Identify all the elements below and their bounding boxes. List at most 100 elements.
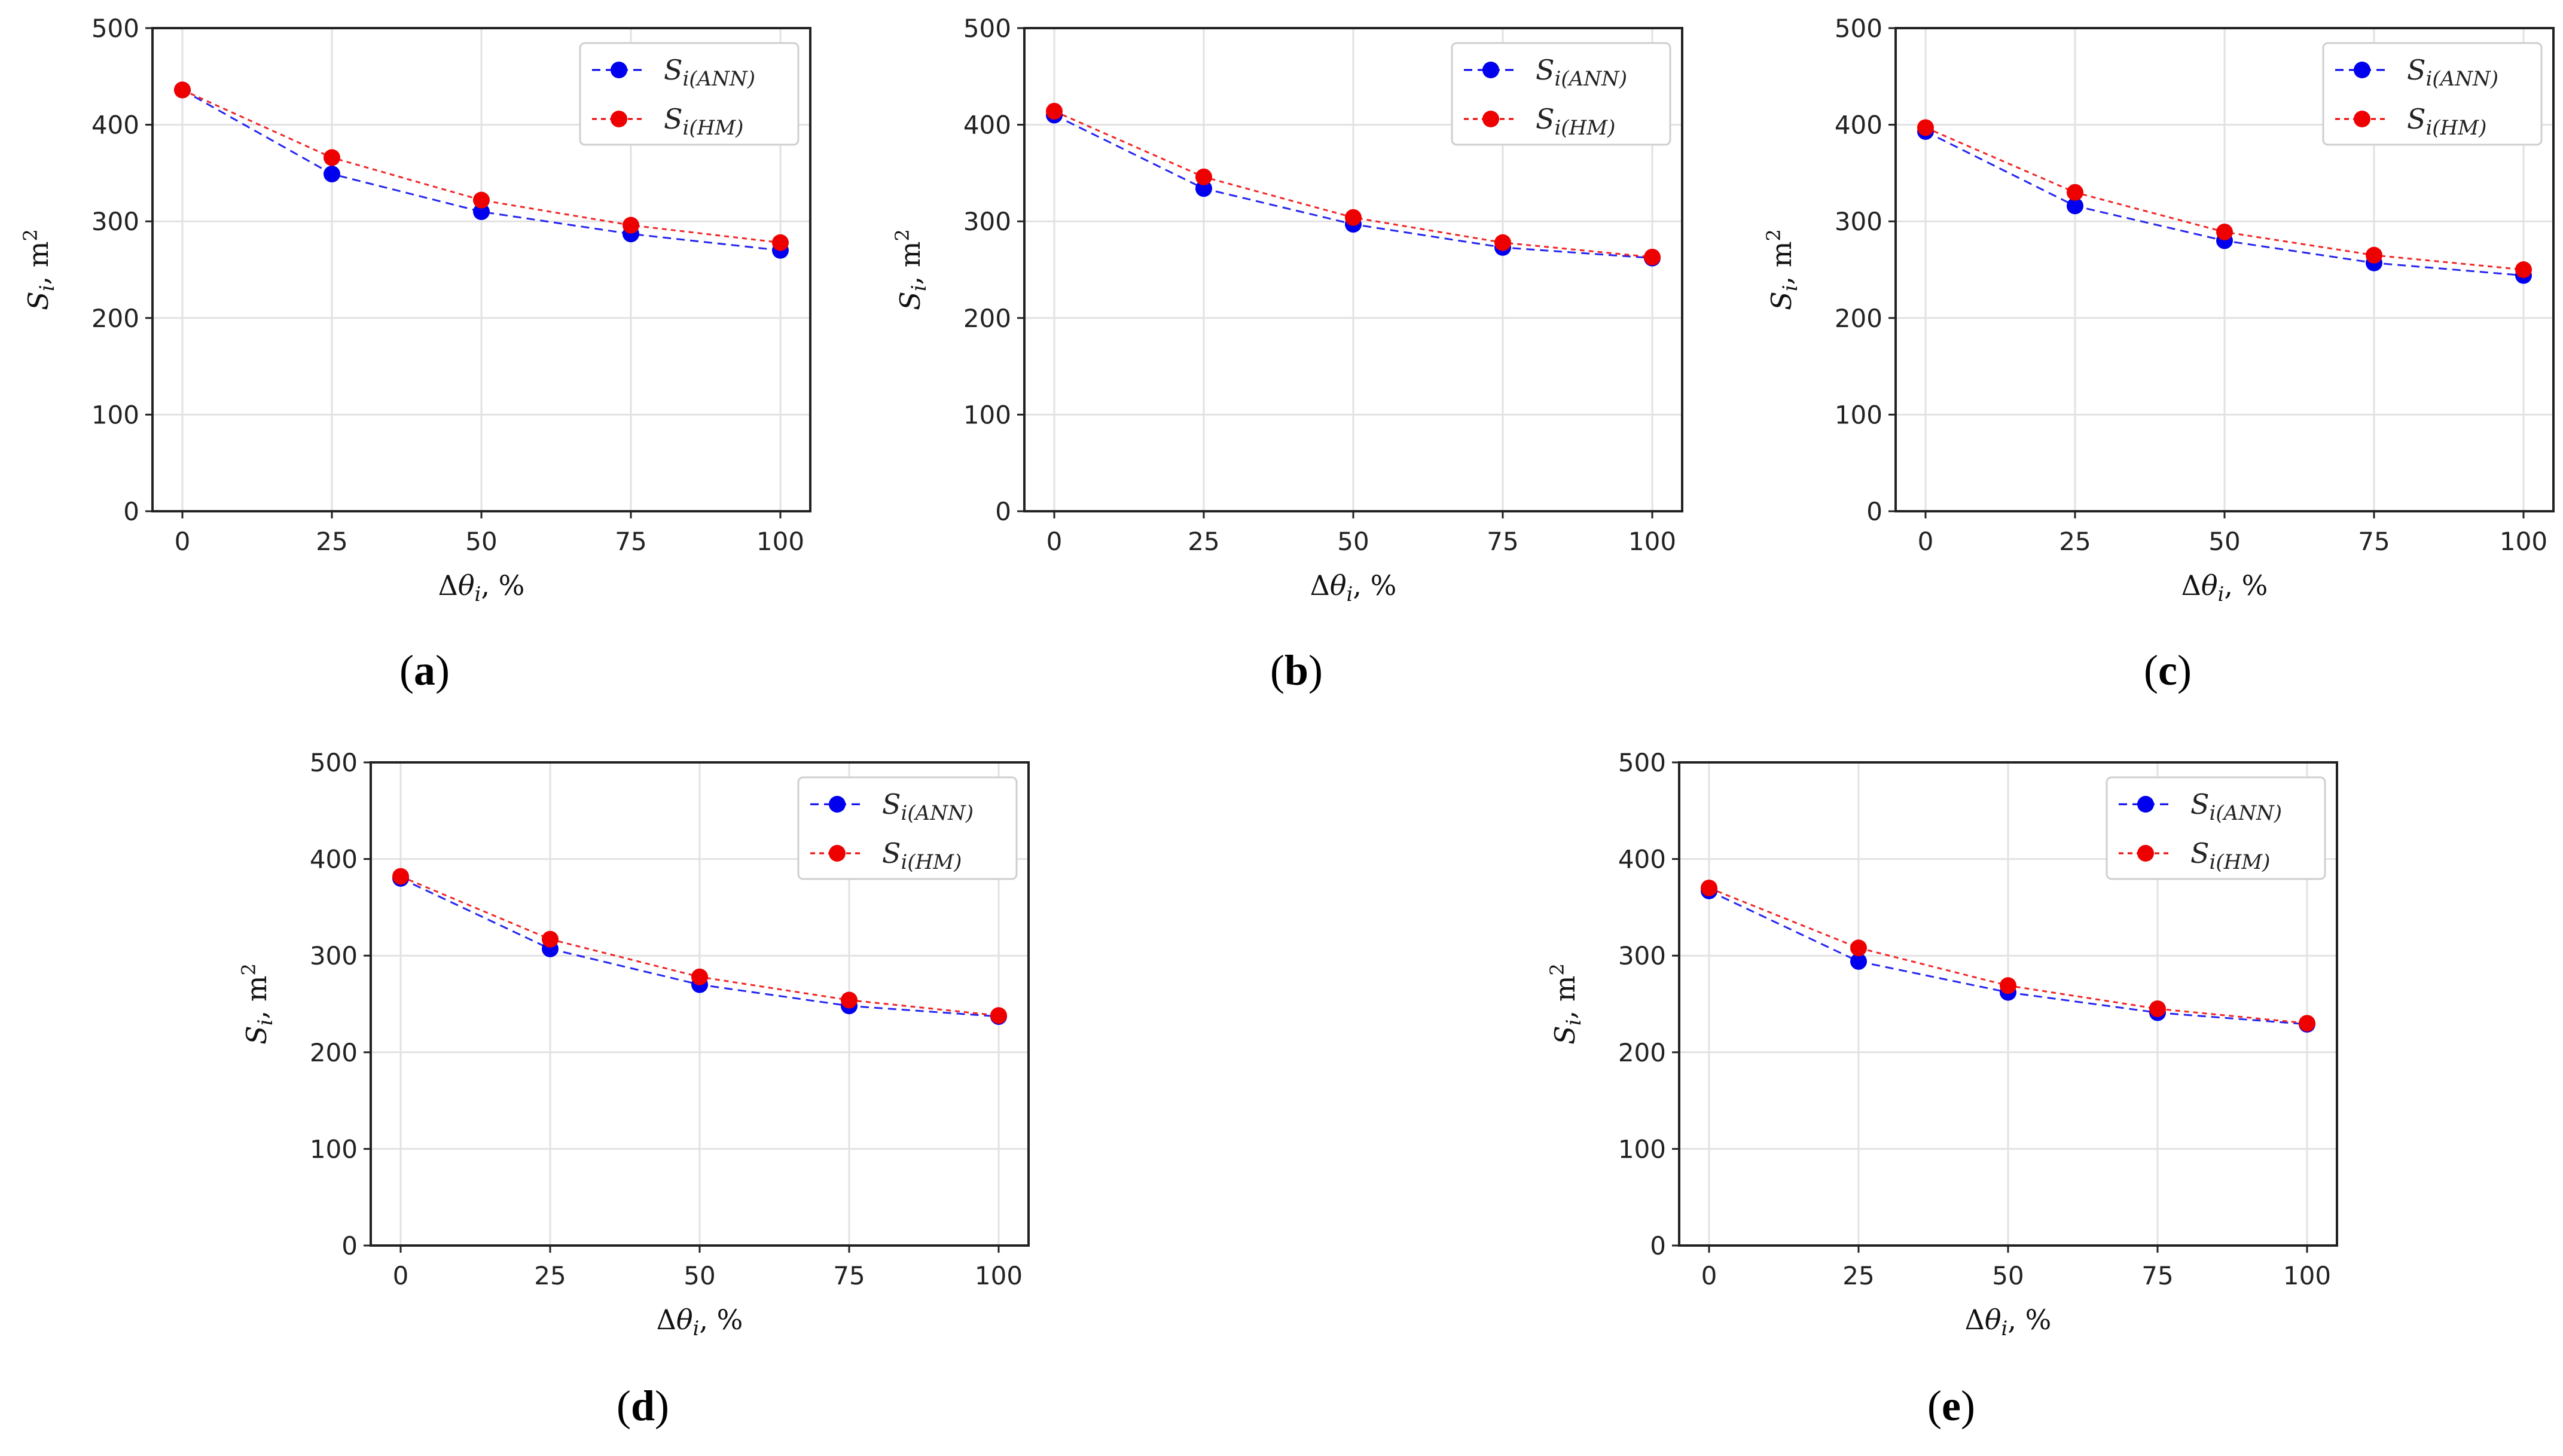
data-point bbox=[2216, 223, 2233, 240]
y-tick-label: 200 bbox=[1835, 304, 1882, 333]
x-tick-label: 0 bbox=[1046, 527, 1063, 556]
data-point bbox=[542, 930, 559, 948]
data-point bbox=[691, 968, 708, 985]
legend-label: Si(HM) bbox=[2407, 103, 2486, 140]
y-tick-label: 300 bbox=[963, 207, 1011, 236]
y-tick-label: 300 bbox=[1835, 207, 1882, 236]
y-tick-label: 0 bbox=[123, 497, 139, 526]
x-tick-label: 50 bbox=[2208, 527, 2240, 556]
y-tick-label: 0 bbox=[1650, 1231, 1666, 1260]
legend-label: Si(HM) bbox=[664, 103, 743, 140]
x-tick-label: 25 bbox=[2059, 527, 2091, 556]
x-tick-label: 75 bbox=[833, 1261, 865, 1290]
data-point bbox=[2067, 197, 2083, 215]
legend-label: Si(HM) bbox=[882, 837, 962, 874]
data-point bbox=[2366, 246, 2382, 264]
y-tick-label: 500 bbox=[963, 14, 1011, 43]
legend-marker bbox=[1482, 111, 1499, 127]
data-point bbox=[772, 234, 789, 251]
y-tick-label: 500 bbox=[310, 748, 358, 777]
legend-label: Si(ANN) bbox=[664, 54, 755, 91]
x-tick-label: 100 bbox=[1628, 527, 1676, 556]
y-tick-label: 100 bbox=[1618, 1134, 1666, 1164]
data-point bbox=[324, 166, 340, 183]
data-point bbox=[1644, 248, 1661, 265]
panel-label: (e) bbox=[1927, 1382, 1975, 1430]
data-point bbox=[1850, 953, 1867, 970]
data-point bbox=[2000, 977, 2016, 994]
legend-marker bbox=[2137, 845, 2154, 862]
y-tick-label: 500 bbox=[1618, 748, 1666, 777]
series-line-i(ANN) bbox=[182, 89, 781, 252]
x-tick-label: 0 bbox=[175, 527, 191, 556]
x-tick-label: 100 bbox=[756, 527, 804, 556]
plot-frame bbox=[1678, 761, 2338, 1247]
data-point bbox=[2067, 184, 2083, 201]
y-tick-label: 300 bbox=[310, 941, 358, 970]
chart-panel-b: 0 100 200 300 400 500 0 25 50 75 100 Δθi, % Si, m2 Si… bbox=[891, 14, 1683, 694]
legend-box bbox=[2322, 42, 2543, 146]
legend-marker bbox=[1482, 62, 1499, 78]
y-tick-label: 100 bbox=[963, 400, 1011, 429]
data-point bbox=[2149, 1000, 2166, 1018]
plot-frame bbox=[151, 27, 811, 512]
plot-frame bbox=[1894, 27, 2555, 512]
x-tick-label: 50 bbox=[684, 1261, 715, 1290]
x-tick-label: 50 bbox=[465, 527, 497, 556]
y-tick-label: 200 bbox=[963, 304, 1011, 333]
chart-panel-c: 0 100 200 300 400 500 0 25 50 75 100 Δθi, % Si, m2 Si… bbox=[1762, 14, 2555, 694]
chart-panel-a: 0 100 200 300 400 500 0 25 50 75 100 Δθi, % Si, m2 Si… bbox=[19, 14, 811, 694]
x-tick-label: 100 bbox=[2283, 1261, 2331, 1290]
y-tick-label: 200 bbox=[1618, 1038, 1666, 1067]
legend-marker bbox=[829, 796, 846, 813]
y-tick-label: 0 bbox=[341, 1231, 358, 1260]
data-point bbox=[1850, 939, 1867, 957]
legend-label: Si(ANN) bbox=[1536, 54, 1627, 91]
y-axis-label: Si, m2 bbox=[891, 229, 931, 310]
data-point bbox=[473, 203, 490, 221]
y-tick-label: 0 bbox=[995, 497, 1011, 526]
legend-marker bbox=[2137, 796, 2154, 813]
y-tick-label: 400 bbox=[1835, 111, 1882, 140]
data-point bbox=[174, 81, 191, 99]
x-tick-label: 75 bbox=[2141, 1261, 2173, 1290]
x-tick-label: 100 bbox=[2500, 527, 2547, 556]
x-tick-label: 25 bbox=[534, 1261, 566, 1290]
legend-label: Si(ANN) bbox=[2190, 788, 2282, 825]
y-tick-label: 400 bbox=[310, 845, 358, 874]
data-point bbox=[1195, 180, 1212, 197]
y-tick-label: 400 bbox=[963, 111, 1011, 140]
chart-panel-e: 0 100 200 300 400 500 0 25 50 75 100 Δθi, % Si, m2 Si… bbox=[1546, 748, 2338, 1430]
y-tick-label: 100 bbox=[310, 1134, 358, 1164]
data-point bbox=[841, 991, 858, 1009]
x-tick-label: 0 bbox=[1701, 1261, 1717, 1290]
legend-label: Si(HM) bbox=[2190, 837, 2270, 874]
x-axis-label: Δθi, % bbox=[2181, 569, 2268, 606]
y-axis-label: Si, m2 bbox=[19, 229, 59, 310]
x-tick-label: 50 bbox=[1337, 527, 1369, 556]
x-tick-label: 25 bbox=[1188, 527, 1219, 556]
legend-marker bbox=[829, 845, 846, 862]
panel-label: (b) bbox=[1270, 646, 1323, 694]
y-tick-label: 100 bbox=[91, 400, 139, 429]
x-tick-label: 100 bbox=[975, 1261, 1023, 1290]
y-tick-label: 300 bbox=[91, 207, 139, 236]
data-point bbox=[392, 868, 409, 885]
legend-marker bbox=[611, 111, 627, 127]
x-axis-label: Δθi, % bbox=[1965, 1304, 2052, 1341]
y-tick-label: 0 bbox=[1866, 497, 1882, 526]
legend-box bbox=[579, 42, 800, 146]
x-axis-label: Δθi, % bbox=[1310, 569, 1397, 606]
x-tick-label: 75 bbox=[615, 527, 646, 556]
x-tick-label: 0 bbox=[1918, 527, 1934, 556]
data-point bbox=[1494, 234, 1511, 251]
x-tick-label: 50 bbox=[1992, 1261, 2024, 1290]
x-tick-label: 75 bbox=[2358, 527, 2390, 556]
y-tick-label: 500 bbox=[91, 14, 139, 43]
legend-marker bbox=[611, 62, 627, 78]
x-tick-label: 0 bbox=[393, 1261, 409, 1290]
y-tick-label: 200 bbox=[91, 304, 139, 333]
legend-box bbox=[2106, 776, 2326, 880]
y-axis-label: Si, m2 bbox=[1546, 963, 1586, 1045]
